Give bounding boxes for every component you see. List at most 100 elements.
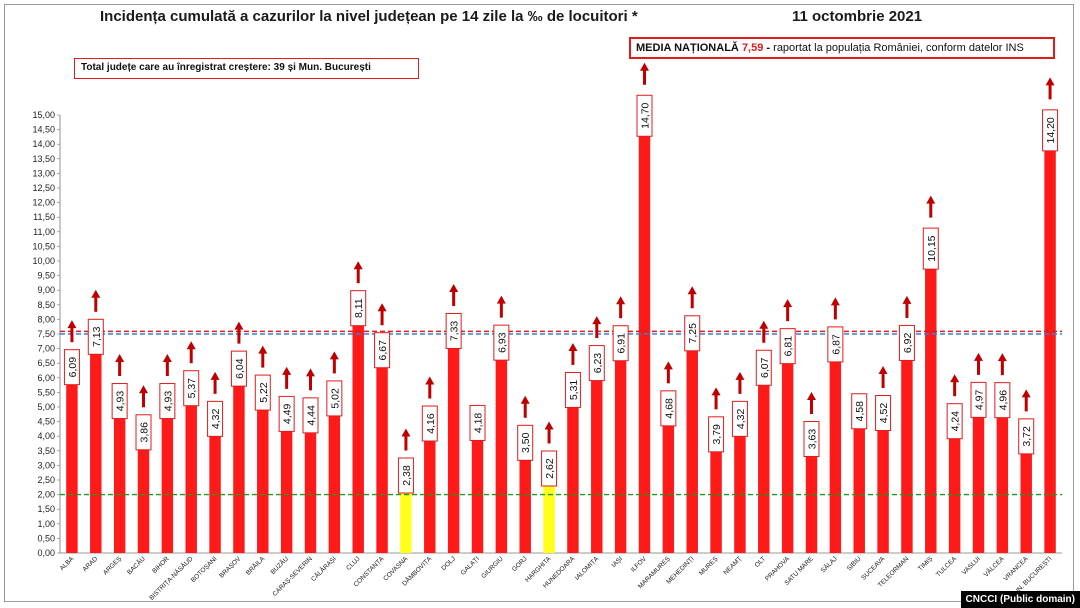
data-label: 4,44 <box>306 405 318 426</box>
x-tick-label: VÂLCEA <box>981 554 1006 579</box>
data-label: 3,79 <box>711 424 723 445</box>
y-tick-label: 7,50 <box>37 329 55 339</box>
bar <box>233 376 245 553</box>
data-label: 3,63 <box>807 429 819 450</box>
chart-frame <box>4 4 1074 602</box>
data-label: 5,22 <box>258 382 270 403</box>
data-label-box <box>1018 418 1035 455</box>
x-tick-label: CLUJ <box>345 555 361 571</box>
image-credit: CNCCI (Public domain) <box>960 591 1080 608</box>
data-label-box <box>445 312 462 349</box>
data-label: 4,32 <box>210 408 222 429</box>
bar <box>662 416 675 553</box>
x-tick-label: BOTOȘANI <box>190 555 219 584</box>
data-label-box <box>469 404 486 441</box>
increase-arrow-head <box>830 297 840 306</box>
data-label: 6,87 <box>830 334 842 355</box>
x-tick-label: NEAMȚ <box>722 555 743 576</box>
y-tick-label: 9,00 <box>37 285 55 295</box>
bar <box>424 431 436 553</box>
data-label-box <box>660 390 677 427</box>
data-label-box <box>779 328 796 365</box>
x-tick-label: ARGEȘ <box>102 555 124 577</box>
y-tick-label: 5,00 <box>37 402 55 412</box>
bar <box>925 256 937 553</box>
increase-arrow-head <box>1045 77 1055 86</box>
increase-arrow-head <box>496 295 506 304</box>
x-tick-label: SIBIU <box>846 555 863 572</box>
bar <box>376 358 388 553</box>
increase-arrow-head <box>807 392 816 401</box>
data-label: 4,18 <box>473 413 485 434</box>
data-label-box <box>135 414 152 451</box>
y-tick-label: 7,00 <box>37 344 55 354</box>
data-label: 5,31 <box>568 380 580 401</box>
increase-arrow-head <box>974 352 983 361</box>
data-label: 5,02 <box>329 388 341 409</box>
increase-arrow-head <box>592 316 602 325</box>
x-tick-label: DOLJ <box>440 555 457 572</box>
data-label-box <box>278 395 295 432</box>
x-tick-label: BRAȘOV <box>218 555 243 580</box>
bar <box>352 316 364 553</box>
data-label: 6,93 <box>496 332 508 353</box>
increase-arrow-head <box>735 371 745 380</box>
y-tick-label: 8,00 <box>37 314 55 324</box>
data-label: 6,23 <box>592 353 604 374</box>
y-tick-label: 13,50 <box>32 154 55 164</box>
data-label-box <box>230 350 247 387</box>
data-label-box <box>87 318 104 355</box>
data-label: 6,67 <box>377 340 389 361</box>
national-average-dash: - <box>766 42 771 54</box>
data-label: 6,92 <box>902 333 914 354</box>
data-label: 6,91 <box>616 333 628 354</box>
data-label-box <box>636 94 653 137</box>
y-tick-label: 0,00 <box>37 548 55 558</box>
bar <box>591 371 603 553</box>
national-average-value: 7,59 <box>741 42 764 54</box>
data-label: 4,68 <box>663 398 675 419</box>
increase-arrow-head <box>950 374 960 383</box>
bar <box>567 397 579 553</box>
y-tick-label: 1,00 <box>37 519 55 529</box>
bar <box>901 350 913 553</box>
y-tick-label: 6,50 <box>37 358 55 368</box>
y-tick-label: 11,50 <box>33 212 55 222</box>
x-tick-label: IALOMIȚA <box>574 555 601 582</box>
increase-arrow-head <box>544 421 554 430</box>
y-tick-label: 12,50 <box>32 183 55 193</box>
data-label: 3,50 <box>520 432 532 453</box>
data-label: 6,04 <box>234 358 246 379</box>
data-label: 5,37 <box>186 378 198 399</box>
data-label: 6,09 <box>67 357 79 378</box>
increase-arrow-head <box>783 299 793 308</box>
data-label-box <box>207 400 224 437</box>
increase-arrow-head <box>926 195 936 204</box>
increase-arrow-head <box>616 296 626 305</box>
increase-arrow-head <box>640 62 649 71</box>
data-label: 8,11 <box>353 298 365 318</box>
data-label-box <box>326 380 343 417</box>
data-label-box <box>183 370 200 407</box>
increase-arrow-head <box>878 366 888 375</box>
data-label-box <box>946 403 963 440</box>
increase-arrow-head <box>401 428 411 437</box>
bar <box>1044 138 1056 554</box>
bar <box>447 338 460 553</box>
bar <box>90 344 102 553</box>
bar <box>734 426 746 553</box>
bar <box>996 408 1009 553</box>
bar <box>66 375 78 553</box>
x-tick-label: GIURGIU <box>480 555 505 580</box>
x-tick-label: ALBA <box>59 555 76 572</box>
data-label: 6,81 <box>783 336 795 357</box>
data-label-box <box>254 374 271 411</box>
bar <box>328 406 341 553</box>
data-label: 2,62 <box>544 458 556 479</box>
chart-title: Incidența cumulată a cazurilor la nivel … <box>100 8 638 25</box>
data-label: 2,38 <box>401 465 413 486</box>
y-tick-label: 2,00 <box>37 490 55 500</box>
bar <box>781 354 794 553</box>
y-tick-label: 9,50 <box>37 271 55 281</box>
